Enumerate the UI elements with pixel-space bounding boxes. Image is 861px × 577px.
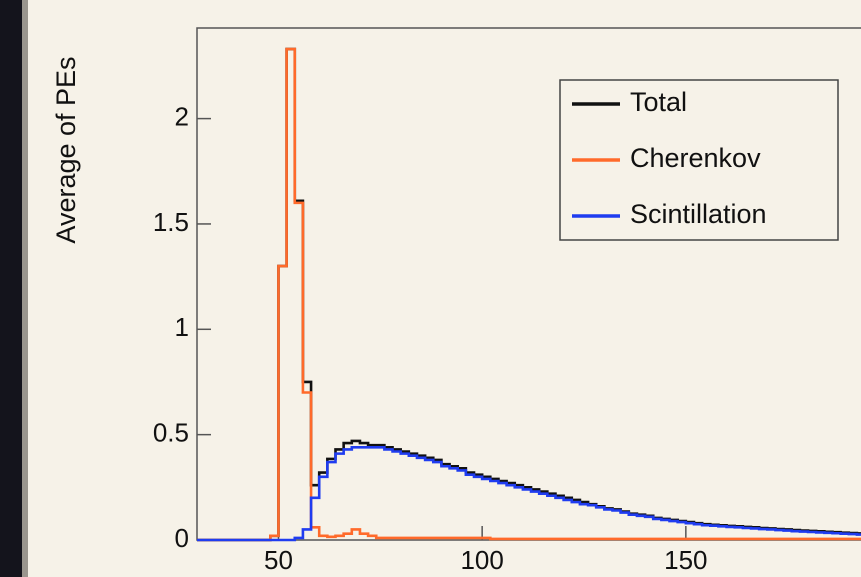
legend-label: Scintillation [630, 199, 767, 229]
series-line [197, 445, 861, 542]
legend-label: Total [630, 87, 687, 117]
y-tick-label: 1.5 [153, 207, 189, 237]
y-tick-label: 1 [175, 312, 189, 342]
x-tick-label: 50 [264, 545, 293, 575]
y-tick-label: 0.5 [153, 418, 189, 448]
y-tick-label: 0 [175, 523, 189, 553]
y-tick-label: 2 [175, 101, 189, 131]
legend-label: Cherenkov [630, 143, 761, 173]
series-line [197, 47, 861, 542]
dark-edge [0, 0, 22, 577]
y-axis-label: Average of PEs [51, 56, 81, 243]
x-tick-label: 150 [664, 545, 707, 575]
x-tick-label: 100 [460, 545, 503, 575]
edge-shadow [22, 0, 28, 577]
